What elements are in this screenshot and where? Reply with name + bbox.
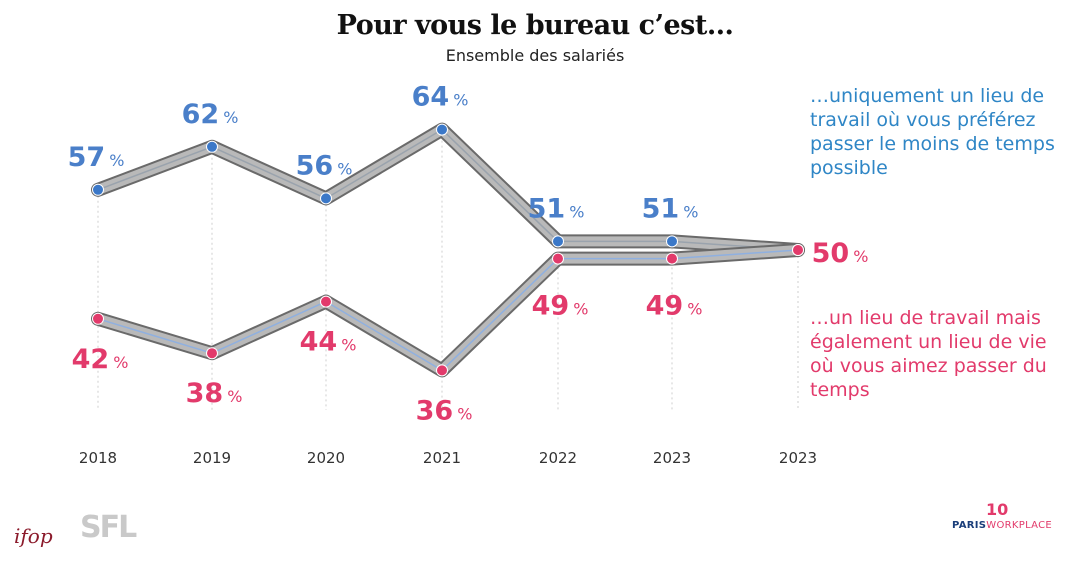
data-point: [320, 295, 332, 308]
x-tick-label: 2023: [779, 449, 817, 467]
legend-series-b: …un lieu de travail mais également un li…: [810, 307, 1047, 401]
x-tick-label: 2019: [193, 449, 231, 467]
value-label: 51%: [528, 193, 585, 224]
data-point: [92, 183, 104, 196]
x-tick-label: 2022: [539, 449, 577, 467]
data-point: [552, 252, 564, 265]
x-tick-label: 2021: [423, 449, 461, 467]
paris-workplace-brand-2: WORKPLACE: [986, 520, 1053, 531]
paris-workplace-brand: PARIS: [952, 520, 987, 531]
sfl-logo: SFL: [80, 510, 137, 545]
value-label: 57%: [68, 142, 125, 173]
paris-workplace-mark: 10: [986, 500, 1009, 519]
value-label: 42%: [72, 344, 129, 375]
value-label: 64%: [412, 82, 469, 113]
data-point: [792, 244, 804, 256]
value-label: 44%: [300, 327, 357, 358]
value-label: 56%: [296, 150, 353, 181]
x-tick-label: 2023: [653, 449, 691, 467]
value-label: 49%: [646, 291, 703, 322]
data-point: [92, 312, 104, 325]
paris-workplace-logo: PARISWORKPLACE: [952, 520, 1052, 531]
end-value-label: 50%: [812, 238, 869, 269]
data-point: [206, 140, 218, 153]
data-point: [666, 235, 678, 248]
ifop-logo: ifop: [14, 524, 53, 548]
value-label: 38%: [186, 378, 243, 409]
data-point: [436, 364, 448, 377]
chart-subtitle: Ensemble des salariés: [445, 46, 625, 65]
data-point: [436, 123, 448, 136]
legend-series-a: …uniquement un lieu de travail où vous p…: [810, 85, 1055, 179]
data-point: [666, 252, 678, 265]
x-tick-label: 2020: [307, 449, 345, 467]
data-point: [320, 192, 332, 205]
value-label: 51%: [642, 193, 699, 224]
data-point: [552, 235, 564, 248]
value-label: 62%: [182, 99, 239, 130]
value-label: 36%: [416, 395, 473, 426]
series-ribbon: [93, 124, 803, 255]
chart-title: Pour vous le bureau c’est…: [336, 10, 734, 41]
value-label: 49%: [532, 291, 589, 322]
x-tick-label: 2018: [79, 449, 117, 467]
data-point: [206, 347, 218, 360]
